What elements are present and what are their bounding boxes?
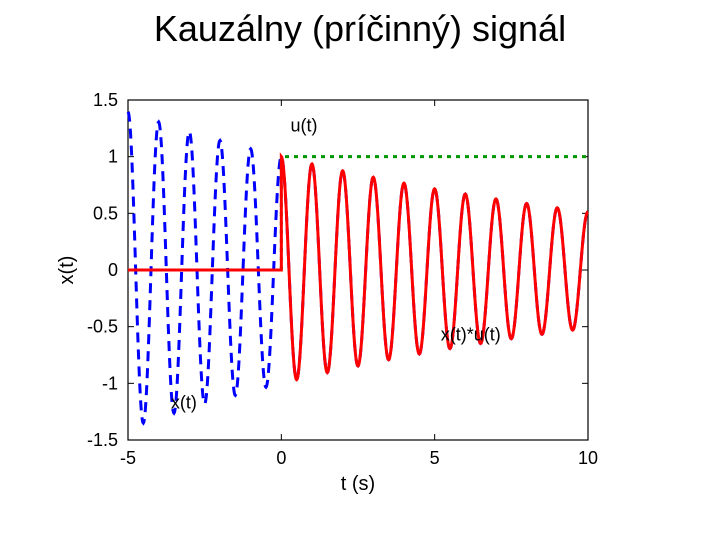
svg-text:0: 0 xyxy=(276,448,286,468)
svg-text:t (s): t (s) xyxy=(341,473,375,495)
svg-text:5: 5 xyxy=(430,448,440,468)
svg-text:-5: -5 xyxy=(120,448,136,468)
page-title: Kauzálny (príčinný) signál xyxy=(0,8,720,50)
svg-text:0.5: 0.5 xyxy=(93,203,118,223)
svg-text:x(t): x(t) xyxy=(56,256,78,285)
svg-text:10: 10 xyxy=(578,448,598,468)
chart-svg: -5 0 5 10 -1.5 -1 -0.5 0 0.5 1 1.5 t (s) x(t) x(t) u(t… xyxy=(48,80,628,520)
svg-text:u(t): u(t) xyxy=(291,116,318,136)
svg-text:1: 1 xyxy=(108,147,118,167)
svg-text:-0.5: -0.5 xyxy=(87,317,118,337)
svg-text:-1: -1 xyxy=(102,373,118,393)
svg-text:x(t)*u(t): x(t)*u(t) xyxy=(441,324,501,344)
svg-text:0: 0 xyxy=(108,260,118,280)
causal-signal-chart: -5 0 5 10 -1.5 -1 -0.5 0 0.5 1 1.5 t (s) x(t) x(t) u(t… xyxy=(48,80,628,520)
svg-text:1.5: 1.5 xyxy=(93,90,118,110)
svg-text:x(t): x(t) xyxy=(171,392,197,412)
svg-text:-1.5: -1.5 xyxy=(87,430,118,450)
